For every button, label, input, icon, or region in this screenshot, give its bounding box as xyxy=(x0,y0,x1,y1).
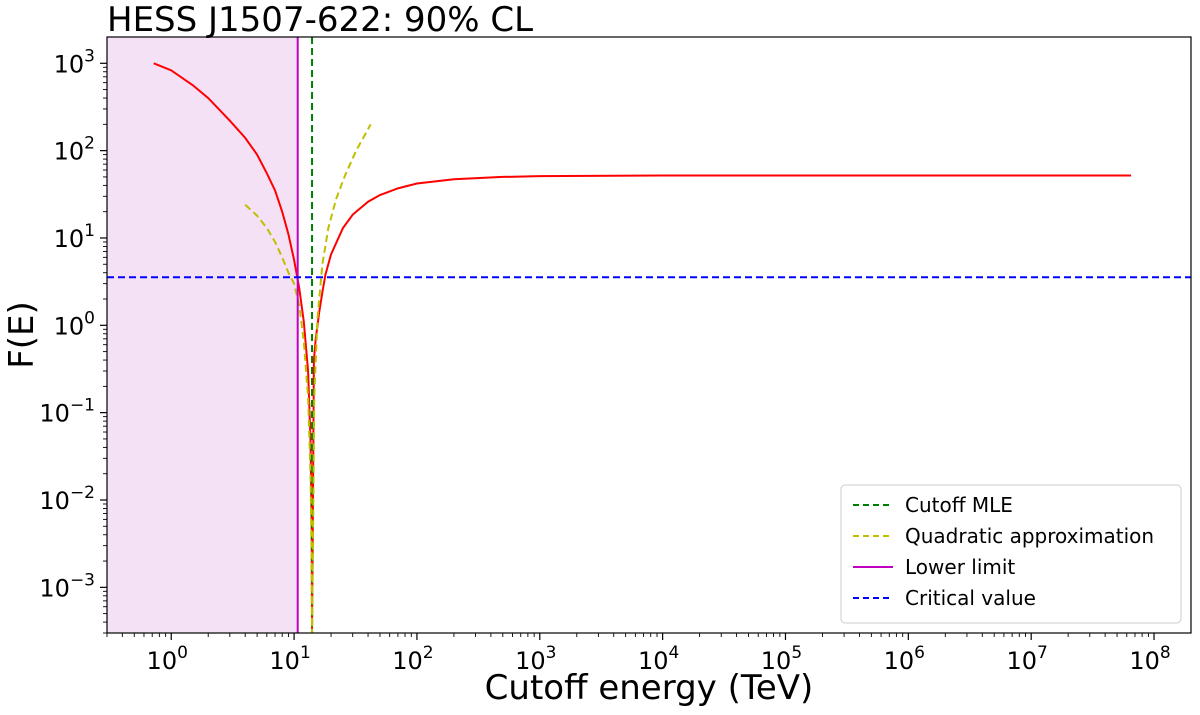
y-tick-label: 103 xyxy=(54,46,95,78)
legend-label: Critical value xyxy=(905,586,1036,610)
x-axis-label: Cutoff energy (TeV) xyxy=(485,668,814,708)
y-tick-label: 100 xyxy=(54,308,95,340)
x-tick-label: 102 xyxy=(392,643,433,675)
plot-frame xyxy=(106,36,1192,634)
series-layer xyxy=(107,37,1191,633)
excluded-region xyxy=(107,37,298,633)
legend-label: Cutoff MLE xyxy=(905,493,1013,517)
legend-box xyxy=(840,484,1182,624)
legend-label: Lower limit xyxy=(905,555,1015,579)
legend-label: Quadratic approximation xyxy=(905,524,1154,548)
x-tick-label: 100 xyxy=(147,643,188,675)
y-tick-label: 10−1 xyxy=(39,396,95,428)
legend: Cutoff MLE Quadratic approximation Lower l… xyxy=(840,484,1182,624)
y-tick-label: 102 xyxy=(54,134,95,166)
shade-layer xyxy=(107,37,298,633)
x-tick-label: 101 xyxy=(269,643,310,675)
y-axis-label: F(E) xyxy=(2,301,42,369)
y-tick-label: 10−2 xyxy=(39,483,95,515)
x-tick-label: 106 xyxy=(884,643,925,675)
series-curve-line xyxy=(153,62,1132,633)
x-tick-label: 107 xyxy=(1006,643,1047,675)
y-tick-label: 101 xyxy=(54,221,95,253)
x-tick-label: 108 xyxy=(1129,643,1170,675)
y-tick-label: 10−3 xyxy=(39,570,95,602)
series-quadratic-approximation-line xyxy=(244,123,372,633)
chart-title: HESS J1507-622: 90% CL xyxy=(107,0,533,40)
